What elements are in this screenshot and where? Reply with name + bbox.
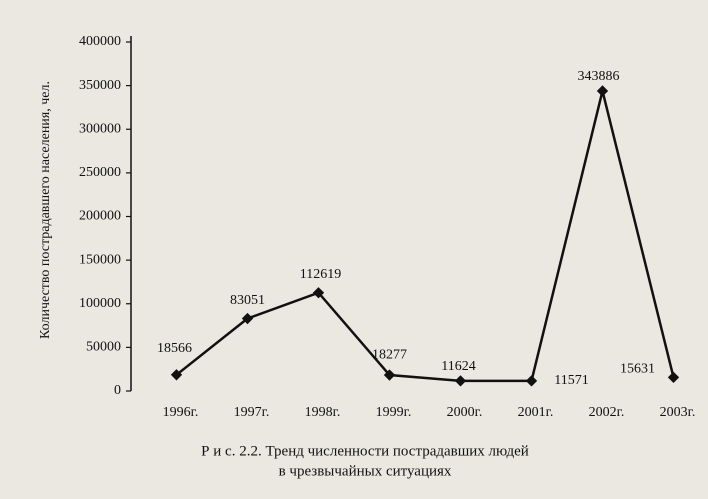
x-tick-label: 2003г. <box>660 405 696 420</box>
y-tick-label: 150000 <box>79 252 121 267</box>
y-tick-label: 100000 <box>79 296 121 311</box>
data-label: 112619 <box>300 267 341 282</box>
x-tick-label: 1998г. <box>305 405 341 420</box>
line <box>175 90 675 383</box>
caption: в чрезвычайных ситуациях <box>279 463 452 479</box>
x-tick-label: 2000г. <box>447 405 483 420</box>
x-tick-label: 2001г. <box>518 405 554 420</box>
data-label: 11571 <box>554 373 588 388</box>
data-label: 343886 <box>578 69 620 84</box>
x-tick-label: 2002г. <box>589 405 625 420</box>
point-marker <box>170 369 183 381</box>
y-axis-label: Количество пострадавшего населения, чел. <box>38 81 53 339</box>
caption: Р и с. 2.2. Тренд численности пострадавш… <box>201 443 529 459</box>
y-tick-label: 300000 <box>79 121 121 136</box>
point-marker <box>312 287 325 299</box>
data-label: 15631 <box>620 362 655 377</box>
x-tick-label: 1999г. <box>376 405 412 420</box>
y-tick-label: 250000 <box>79 165 121 180</box>
x-tick-label: 1996г. <box>163 405 199 420</box>
y-tick-label: 350000 <box>79 78 121 93</box>
x-tick-label: 1997г. <box>234 405 270 420</box>
point-marker <box>667 371 680 384</box>
data-label: 18277 <box>372 347 407 362</box>
point-marker <box>383 369 396 381</box>
point-marker <box>454 375 467 387</box>
data-label: 18566 <box>157 341 192 356</box>
y-tick-label: 400000 <box>79 34 121 49</box>
data-label: 11624 <box>441 359 475 374</box>
y-tick-label: 50000 <box>86 340 121 355</box>
point-marker <box>525 375 538 387</box>
y-tick-label: 0 <box>114 383 121 398</box>
y-tick-label: 200000 <box>79 209 121 224</box>
data-label: 83051 <box>230 293 265 308</box>
point-marker <box>241 312 254 325</box>
